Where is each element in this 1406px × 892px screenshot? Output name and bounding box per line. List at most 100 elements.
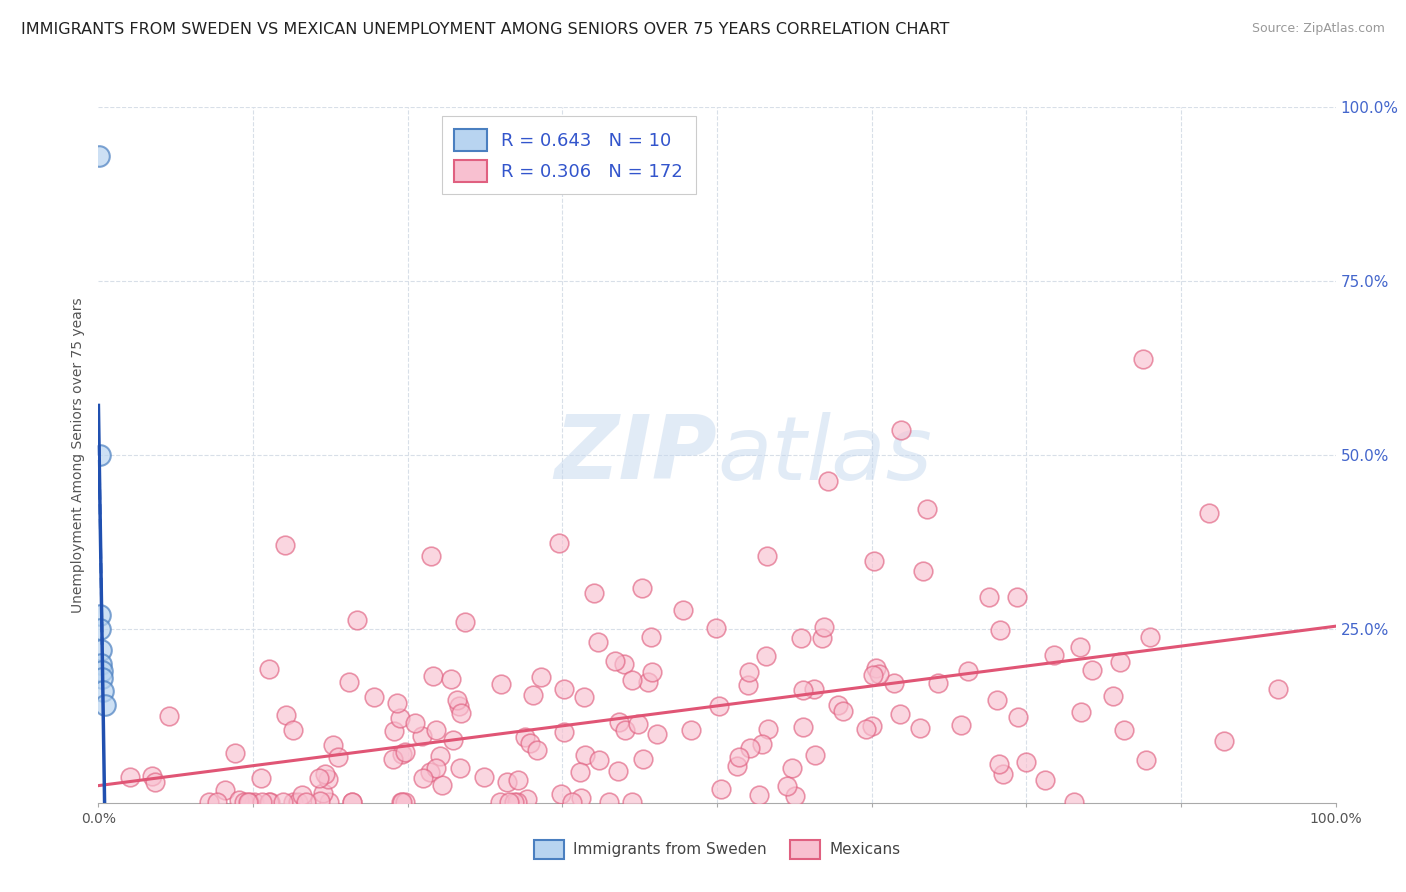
Text: ZIP: ZIP [554,411,717,499]
Point [90,642,112,657]
Point [249,771,271,785]
Point [89,149,111,163]
Point [988,623,1011,637]
Point [450,706,472,721]
Point [1114,723,1136,737]
Point [224,747,246,761]
Point [550,787,572,801]
Point [586,634,609,648]
Point [382,724,405,739]
Point [860,719,883,733]
Point [756,722,779,736]
Point [613,723,636,738]
Point [607,714,630,729]
Point [707,699,730,714]
Point [574,747,596,762]
Point [827,698,849,713]
Point [641,665,664,679]
Point [422,669,444,683]
Point [737,678,759,692]
Point [792,682,814,697]
Point [1015,755,1038,769]
Point [817,475,839,489]
Point [198,795,221,809]
Point [865,660,887,674]
Point [394,795,416,809]
Point [259,662,281,676]
Point [987,757,1010,772]
Point [1139,630,1161,644]
Point [728,749,751,764]
Point [631,751,654,765]
Point [783,789,806,804]
Point [725,759,748,773]
Point [630,581,652,595]
Point [394,745,416,759]
Point [863,553,886,567]
Point [420,549,443,564]
Point [526,742,548,756]
Point [404,716,426,731]
Point [291,788,314,802]
Point [214,783,236,797]
Point [447,699,470,714]
Point [582,586,605,600]
Point [385,696,408,710]
Point [803,681,825,696]
Point [242,795,264,809]
Point [569,790,592,805]
Point [363,690,385,704]
Point [890,423,912,437]
Text: IMMIGRANTS FROM SWEDEN VS MEXICAN UNEMPLOYMENT AMONG SENIORS OVER 75 YEARS CORRE: IMMIGRANTS FROM SWEDEN VS MEXICAN UNEMPL… [21,22,949,37]
Point [389,795,412,809]
Point [553,682,575,697]
Point [790,631,813,645]
Point [645,727,668,741]
Point [519,736,541,750]
Point [1132,352,1154,367]
Point [804,747,827,762]
Point [603,654,626,668]
Point [318,795,340,809]
Point [979,590,1001,604]
Point [607,764,630,779]
Point [118,770,141,784]
Point [489,795,512,809]
Point [314,766,336,780]
Point [411,729,433,743]
Point [832,704,855,718]
Point [250,795,273,809]
Point [588,753,610,767]
Point [530,670,553,684]
Point [308,771,330,785]
Point [1043,648,1066,663]
Point [326,749,349,764]
Point [440,673,463,687]
Point [637,675,659,690]
Point [862,668,884,682]
Point [1007,709,1029,723]
Point [441,733,464,747]
Point [89,607,111,622]
Point [1198,507,1220,521]
Point [273,538,295,552]
Point [281,795,304,809]
Point [751,737,773,751]
Point [1081,663,1104,677]
Point [621,795,644,809]
Point [986,693,1008,707]
Point [495,775,517,789]
Point [454,615,477,629]
Point [232,795,254,809]
Point [548,536,571,550]
Point [927,676,949,690]
Point [911,564,934,578]
Point [93,698,115,713]
Point [1102,689,1125,703]
Point [1063,795,1085,809]
Point [755,549,778,563]
Point [811,631,834,645]
Point [1069,640,1091,654]
Point [672,603,695,617]
Point [503,795,526,809]
